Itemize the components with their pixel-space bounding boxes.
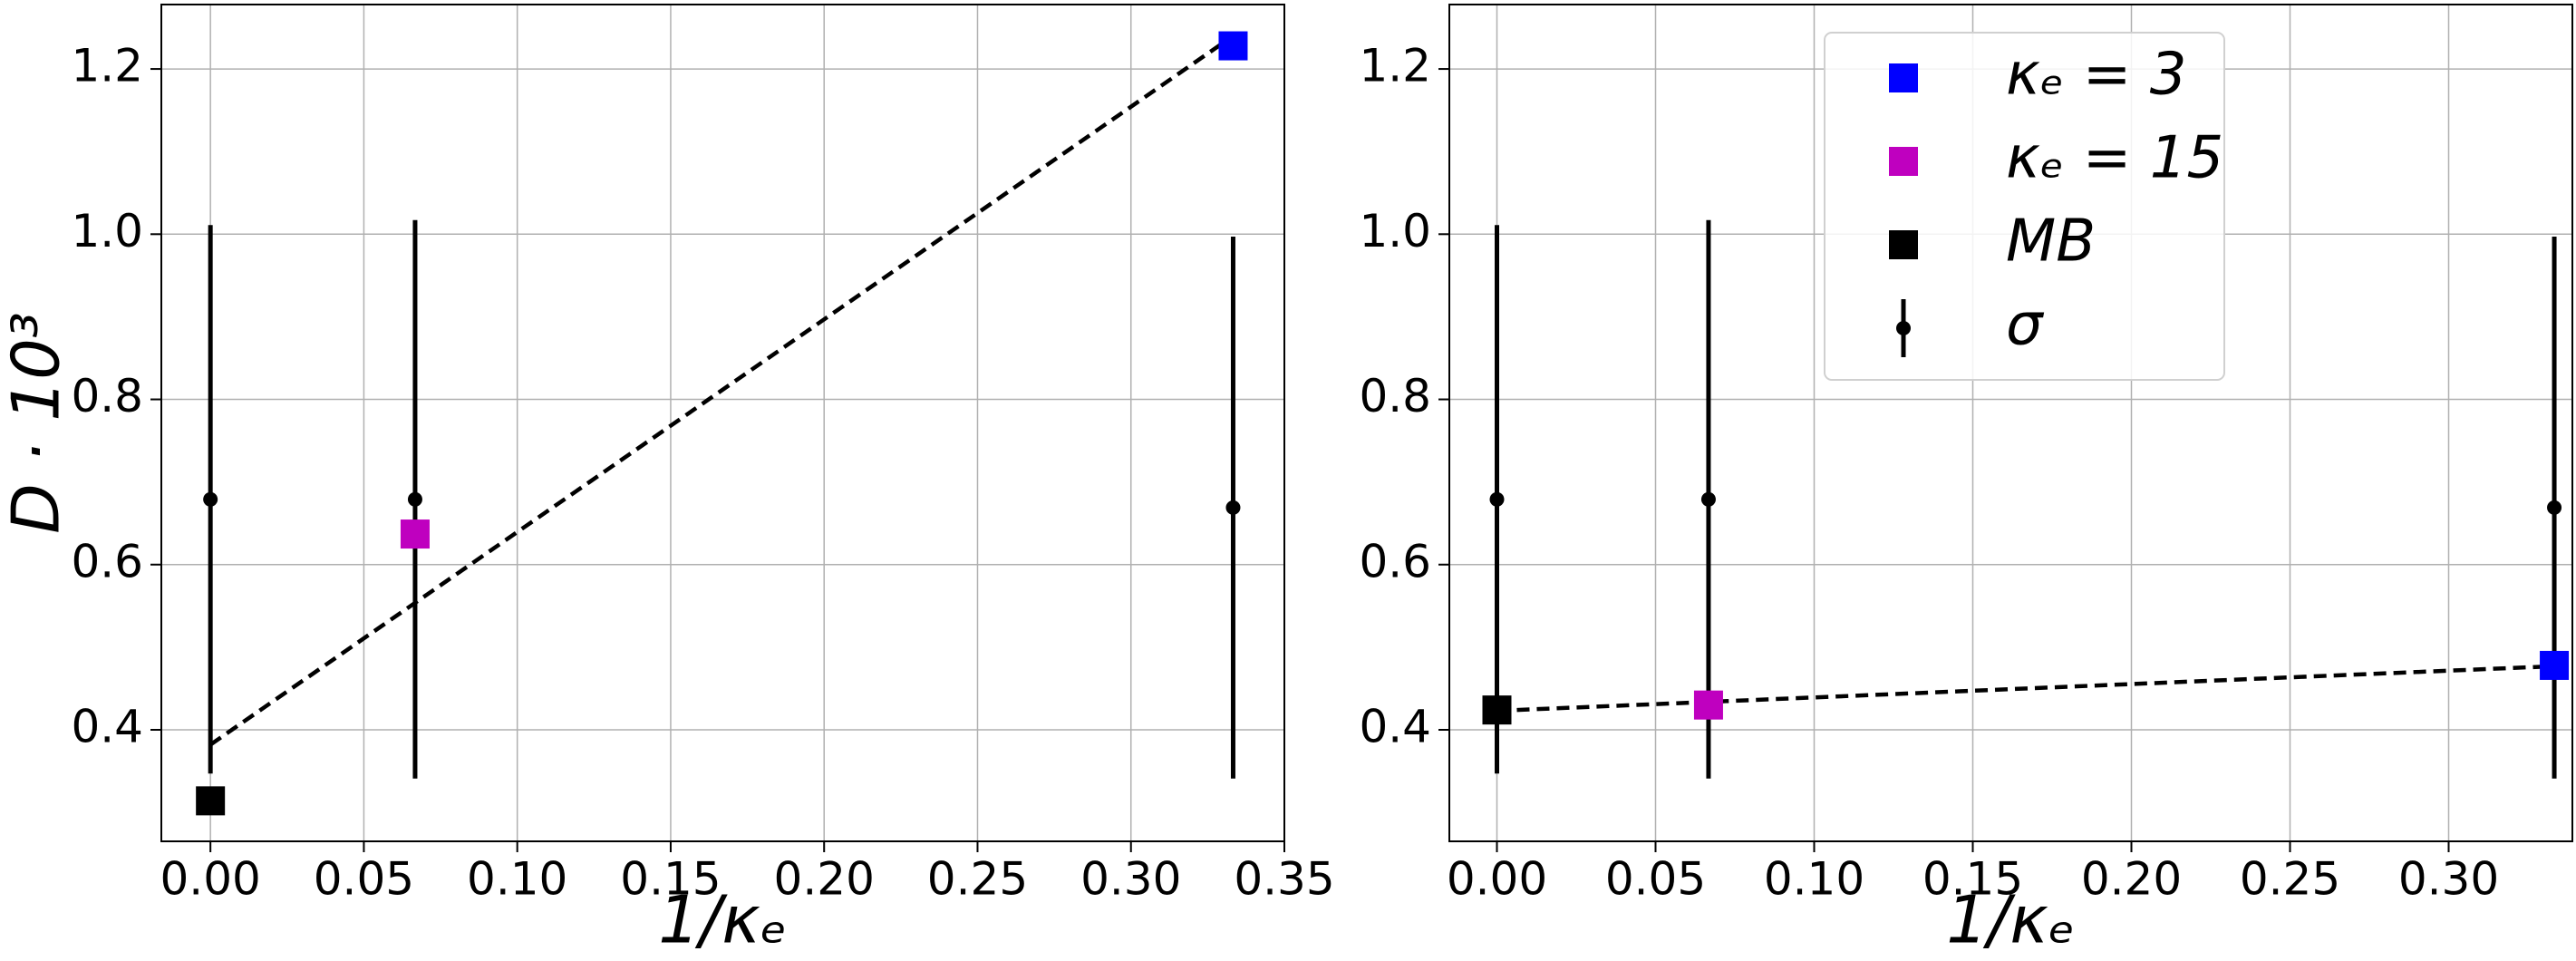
y-tick-label: 0.8 xyxy=(1359,370,1431,422)
fit-line xyxy=(208,34,1235,747)
x-tick-label: 0.05 xyxy=(1605,853,1706,906)
x-tick-label: 0.25 xyxy=(2240,853,2340,906)
legend-marker xyxy=(1889,63,1918,92)
error-center xyxy=(407,491,422,507)
legend-box xyxy=(1824,32,2225,381)
marker xyxy=(1693,690,1723,720)
legend: κₑ = 3 κₑ = 15 MB σ xyxy=(1824,32,2225,381)
x-tick-label: 0.15 xyxy=(620,853,721,906)
x-tick-label: 0.20 xyxy=(774,853,875,906)
marker xyxy=(2540,650,2570,680)
fit-line xyxy=(1496,664,2555,713)
legend-label: MB xyxy=(2006,209,2096,276)
legend-label: σ xyxy=(2006,292,2045,359)
y-tick-label: 1.0 xyxy=(1359,205,1431,257)
marker xyxy=(1482,695,1512,725)
legend-marker xyxy=(1889,147,1918,176)
x-axis-label: 1/κₑ xyxy=(658,882,788,958)
error-center xyxy=(1700,491,1716,507)
y-tick-label: 0.4 xyxy=(1359,700,1431,752)
x-tick-label: 0.05 xyxy=(314,853,414,906)
x-tick-label: 0.35 xyxy=(1234,853,1334,906)
error-center xyxy=(1489,491,1505,507)
y-tick-label: 0.6 xyxy=(1359,535,1431,587)
marker xyxy=(196,786,226,816)
x-tick-label: 0.10 xyxy=(467,853,567,906)
legend-marker xyxy=(1889,230,1918,259)
y-tick-label: 1.2 xyxy=(71,40,143,92)
plot-frame xyxy=(160,4,1285,842)
y-axis-label: D · 10³ xyxy=(0,312,74,534)
x-tick-label: 0.30 xyxy=(2398,853,2499,906)
x-tick-label: 0.20 xyxy=(2081,853,2182,906)
error-center xyxy=(1225,500,1241,515)
y-tick-label: 0.8 xyxy=(71,370,143,422)
x-tick-label: 0.00 xyxy=(1447,853,1547,906)
y-tick-label: 0.6 xyxy=(71,535,143,587)
y-tick-label: 1.0 xyxy=(71,205,143,257)
error-center xyxy=(2547,500,2562,515)
legend-label: κₑ = 15 xyxy=(2006,125,2223,192)
x-tick-label: 0.25 xyxy=(927,853,1028,906)
legend-marker xyxy=(1896,321,1911,335)
legend-label: κₑ = 3 xyxy=(2006,42,2186,109)
error-center xyxy=(203,491,218,507)
y-tick-label: 0.4 xyxy=(71,700,143,752)
x-tick-label: 0.10 xyxy=(1764,853,1864,906)
x-tick-label: 0.30 xyxy=(1080,853,1181,906)
x-tick-label: 0.00 xyxy=(160,853,260,906)
plot-frame xyxy=(1448,4,2573,842)
x-axis-label: 1/κₑ xyxy=(1946,882,2076,958)
marker xyxy=(1218,31,1248,61)
x-tick-label: 0.15 xyxy=(1922,853,2023,906)
marker xyxy=(400,519,430,549)
y-tick-label: 1.2 xyxy=(1359,40,1431,92)
